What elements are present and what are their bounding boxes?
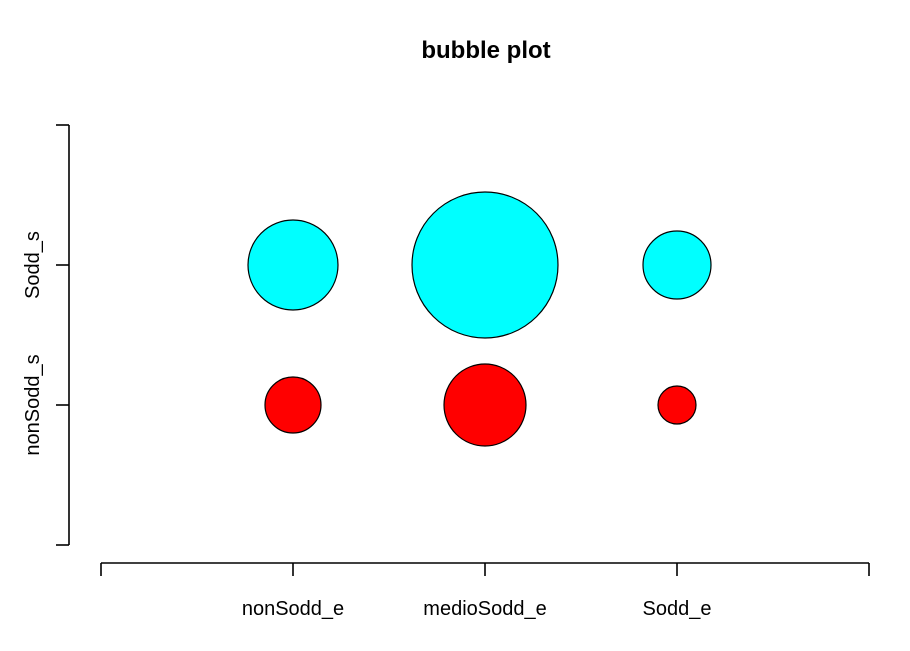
bubble-point bbox=[642, 230, 712, 300]
bubble-point bbox=[264, 376, 322, 434]
bubble-point bbox=[657, 385, 697, 425]
x-tick-label: medioSodd_e bbox=[423, 598, 546, 620]
x-tick-label: nonSodd_e bbox=[242, 598, 344, 620]
bubble-point bbox=[443, 363, 527, 447]
bubble-point bbox=[411, 191, 559, 339]
x-tick-label: Sodd_e bbox=[643, 598, 712, 620]
y-tick-label: Sodd_s bbox=[22, 231, 44, 299]
y-tick-label: nonSodd_s bbox=[22, 354, 44, 455]
bubble-point bbox=[247, 219, 339, 311]
chart-title: bubble plot bbox=[421, 37, 550, 64]
plot-area: nonSodd_e medioSodd_e Sodd_e nonSodd_s Sodd_… bbox=[22, 124, 870, 620]
